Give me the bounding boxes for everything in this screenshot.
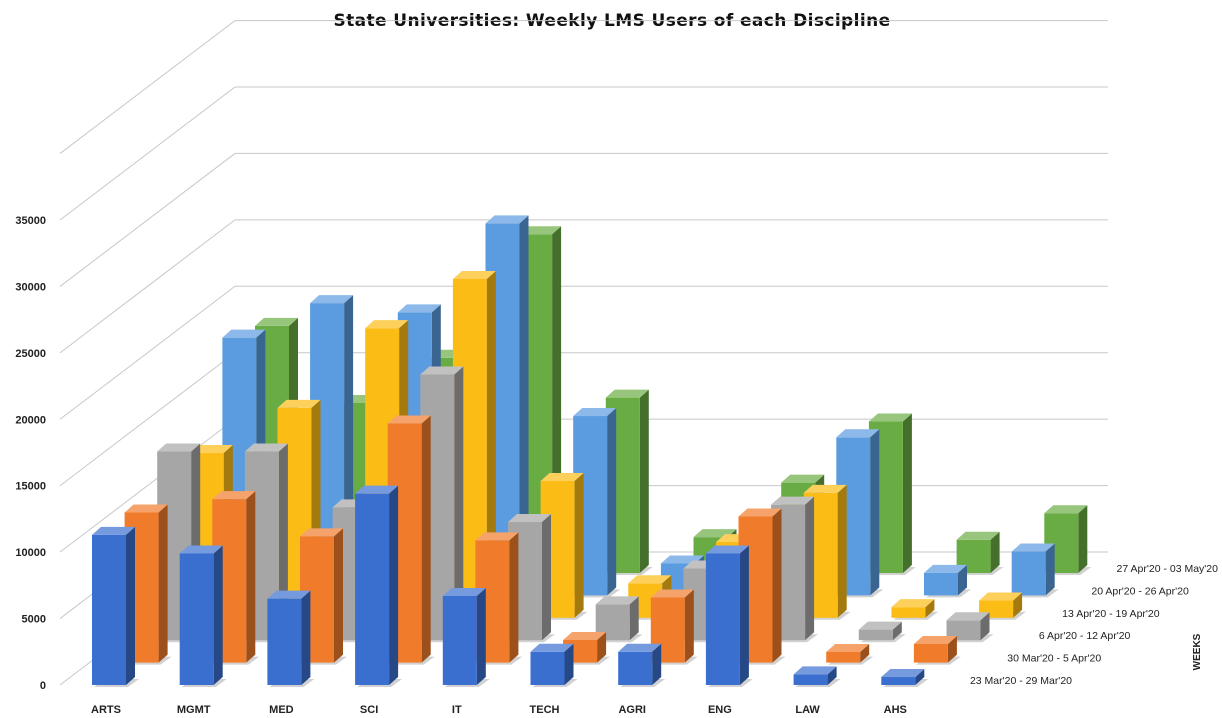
x-tick-label: LAW	[795, 704, 820, 716]
bar	[1011, 543, 1059, 598]
week-tick-label: 6 Apr'20 - 12 Apr'20	[1039, 630, 1131, 642]
bar	[442, 587, 490, 687]
bar	[92, 526, 139, 687]
bars	[92, 215, 1092, 687]
y-tick-label: 15000	[15, 481, 46, 493]
x-axis-ticks: ARTS MGMT MED SCI IT TECH AGRI ENG LAW AHS	[91, 704, 907, 716]
bar	[891, 599, 939, 620]
gridline	[59, 20, 1108, 154]
bar	[946, 612, 994, 643]
y-axis-ticks: 0 5000 10000 15000 20000 25000 30000 35000	[15, 215, 46, 692]
bar	[979, 592, 1027, 620]
week-tick-label: 27 Apr'20 - 03 May'20	[1117, 563, 1219, 575]
x-tick-label: MGMT	[177, 704, 211, 716]
y-tick-label: 25000	[15, 348, 46, 360]
x-tick-label: MED	[269, 704, 294, 716]
bar	[924, 564, 971, 598]
bar	[563, 632, 611, 665]
bar	[858, 621, 906, 643]
y-tick-label: 5000	[22, 614, 46, 626]
x-tick-label: AGRI	[618, 704, 646, 716]
week-tick-label: 23 Mar'20 - 29 Mar'20	[970, 675, 1072, 687]
x-tick-label: ENG	[708, 704, 732, 716]
y-tick-label: 0	[40, 680, 46, 692]
week-axis-ticks: 23 Mar'20 - 29 Mar'20 30 Mar'20 - 5 Apr'2…	[970, 563, 1218, 687]
y-tick-label: 35000	[15, 215, 46, 227]
bar	[355, 485, 403, 687]
bar	[826, 643, 874, 665]
bar	[267, 590, 315, 687]
y-tick-label: 30000	[15, 281, 46, 293]
bar	[881, 669, 929, 687]
gridline	[59, 152, 1108, 287]
bar	[913, 636, 961, 665]
x-tick-label: TECH	[530, 704, 560, 716]
x-tick-label: SCI	[360, 704, 378, 716]
x-tick-label: IT	[452, 704, 462, 716]
y-tick-label: 20000	[15, 414, 46, 426]
week-tick-label: 30 Mar'20 - 5 Apr'20	[1007, 653, 1101, 665]
gridline	[59, 86, 1108, 221]
depth-axis-label: WEEKS	[1192, 633, 1203, 670]
bar	[956, 531, 1004, 575]
gridline	[59, 219, 1108, 354]
week-tick-label: 13 Apr'20 - 19 Apr'20	[1062, 608, 1160, 620]
bar	[705, 545, 753, 687]
x-tick-label: ARTS	[91, 704, 121, 716]
bar	[530, 643, 578, 687]
bar	[793, 666, 841, 687]
gridline	[59, 285, 1108, 420]
y-tick-label: 10000	[15, 547, 46, 559]
bar	[650, 589, 698, 665]
bar	[179, 545, 227, 687]
bar	[618, 643, 666, 687]
week-tick-label: 20 Apr'20 - 26 Apr'20	[1091, 585, 1189, 597]
x-tick-label: AHS	[884, 704, 907, 716]
